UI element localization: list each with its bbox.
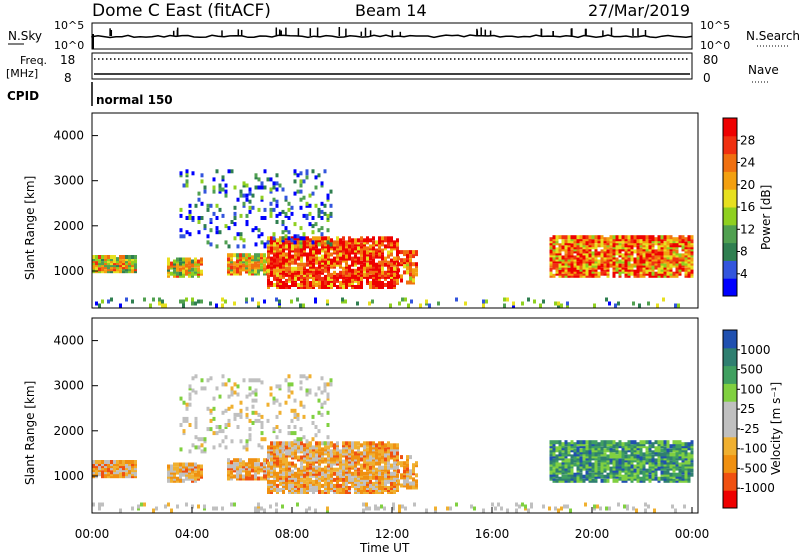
nsky-panel: N.Sky 10^5 10^0 10^5 10^0 N.Search [8,19,800,52]
plot-title: Dome C East (fitACF) [92,1,271,21]
svg-text:20: 20 [740,178,755,192]
svg-text:3000: 3000 [53,174,84,188]
freq-panel: Freq. [MHz] 18 8 80 0 Nave [6,52,779,85]
svg-text:25: 25 [740,402,755,416]
power-ylabel: Slant Range [km] [23,176,37,280]
svg-text:00:00: 00:00 [75,527,110,541]
svg-text:08:00: 08:00 [275,527,310,541]
svg-text:2000: 2000 [53,219,84,233]
svg-text:12: 12 [740,222,755,236]
freq-label: Freq. [20,54,47,67]
svg-text:04:00: 04:00 [175,527,210,541]
freq-unit: [MHz] [6,67,38,80]
power-heatmap: 1000 2000 3000 4000 Slant Range [km] [23,112,699,309]
svg-text:-1000: -1000 [740,481,775,495]
velocity-colorbar: 1000 500 100 25 -25 -100 -500 -1000 Velocity [m… [722,329,783,509]
svg-text:4000: 4000 [53,334,84,348]
svg-text:3000: 3000 [53,379,84,393]
svg-text:28: 28 [740,133,755,147]
velocity-colorbar-label: Velocity [m s⁻¹] [769,382,783,475]
nsky-tick-top: 10^5 [54,19,84,32]
svg-text:-25: -25 [740,422,760,436]
svg-text:12:00: 12:00 [375,527,410,541]
cpid-label: CPID [7,89,39,103]
svg-text:24: 24 [740,156,755,170]
svg-text:00:00: 00:00 [675,527,710,541]
svg-text:500: 500 [740,363,763,377]
beam-label: Beam 14 [355,1,427,20]
freq-tick-top: 18 [60,53,75,67]
nave-tick-bottom: 0 [703,71,711,85]
svg-text:4: 4 [740,267,748,281]
svg-text:-500: -500 [740,461,767,475]
nsky-tick-bottom: 10^0 [54,39,84,52]
velocity-ylabel: Slant Range [km] [23,381,37,485]
date-label: 27/Mar/2019 [588,1,690,20]
nsearch-label: N.Search [746,29,800,43]
freq-tick-bottom: 8 [64,71,72,85]
power-colorbar-label: Power [dB] [759,185,773,250]
svg-text:4000: 4000 [53,129,84,143]
nave-label: Nave [748,63,779,77]
xaxis-label: Time UT [359,541,410,554]
nave-tick-top: 80 [703,53,718,67]
svg-text:1000: 1000 [53,264,84,278]
time-axis: 00:00 04:00 08:00 12:00 16:00 20:00 00:00 [75,507,710,541]
nsky-label: N.Sky [8,29,42,43]
svg-text:16: 16 [740,200,755,214]
svg-text:16:00: 16:00 [475,527,510,541]
svg-text:20:00: 20:00 [575,527,610,541]
svg-text:-100: -100 [740,442,767,456]
svg-text:1000: 1000 [53,469,84,483]
power-colorbar: 28 24 20 16 12 8 4 Power [dB] [722,117,773,297]
nsearch-tick-bottom: 10^0 [700,39,730,52]
svg-text:100: 100 [740,382,763,396]
velocity-heatmap: 1000 2000 3000 4000 Slant Range [km] [23,317,699,514]
svg-text:1000: 1000 [740,343,771,357]
cpid-value: normal 150 [96,93,173,107]
nsearch-tick-top: 10^5 [700,19,730,32]
svg-text:2000: 2000 [53,424,84,438]
svg-text:8: 8 [740,245,748,259]
